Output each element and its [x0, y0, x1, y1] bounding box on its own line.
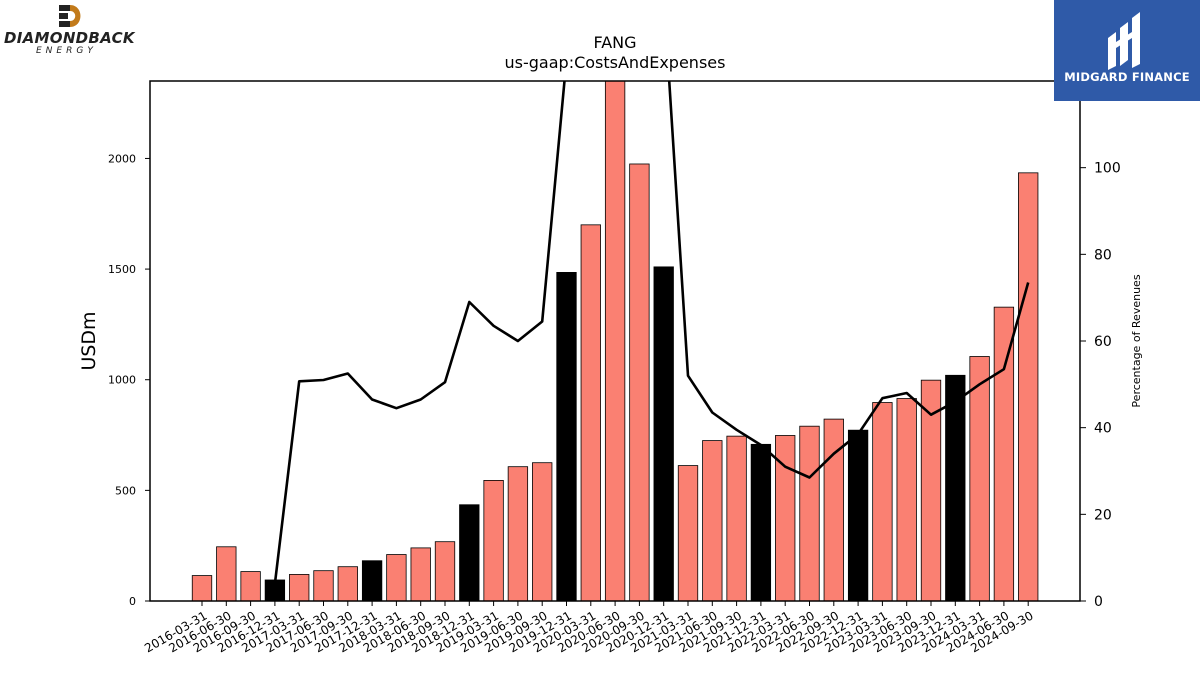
bar-2024-06-30 — [993, 306, 1015, 601]
bar-2022-09-30 — [823, 418, 844, 601]
bar-2018-06-30 — [410, 547, 431, 601]
bar-2019-06-30 — [507, 466, 529, 601]
bar-2023-09-30 — [920, 379, 942, 601]
y-tick-label-2000: 2000 — [108, 152, 136, 165]
percentage-of-revenues-line — [273, 81, 1030, 584]
bar-2019-12-31 — [556, 272, 577, 601]
bar-2024-09-30 — [1018, 172, 1039, 601]
bar-2021-03-31 — [677, 465, 699, 601]
bar-2020-12-31 — [653, 266, 674, 601]
y2-axis-label: Percentage of Revenues — [1130, 274, 1143, 407]
y-tick-label-0: 0 — [129, 595, 136, 608]
bar-2016-09-30 — [240, 571, 261, 601]
bar-2020-09-30 — [629, 163, 650, 601]
bar-2021-06-30 — [702, 440, 723, 601]
bar-2017-06-30 — [313, 570, 334, 601]
bar-2018-09-30 — [434, 541, 456, 601]
bar-2016-03-31 — [191, 575, 213, 601]
bar-2019-03-31 — [483, 480, 504, 601]
midgard-logo: MIDGARD FINANCE — [1054, 0, 1200, 101]
y-axis-label: USDm — [78, 311, 100, 370]
bar-2023-06-30 — [896, 398, 917, 601]
y-tick-label-500: 500 — [115, 484, 136, 497]
bar-2017-03-31 — [289, 574, 310, 601]
y2-tick-label-40: 40 — [1094, 421, 1112, 437]
bar-2016-06-30 — [216, 546, 237, 601]
y-tick-label-1500: 1500 — [108, 263, 136, 276]
diamondback-logo: DIAMONDBACK ENERGY — [4, 4, 144, 60]
diamondback-wordmark: DIAMONDBACK — [4, 29, 135, 47]
y2-tick-label-60: 60 — [1094, 334, 1112, 350]
bar-2023-03-31 — [872, 402, 893, 601]
bar-2018-03-31 — [386, 554, 407, 601]
y2-tick-label-100: 100 — [1094, 161, 1121, 177]
bar-2020-03-31 — [580, 224, 601, 601]
midgard-mark-icon — [1108, 12, 1140, 70]
bar-2018-12-31 — [459, 504, 480, 601]
bar-2024-03-31 — [969, 356, 990, 601]
chart-title: FANG — [593, 33, 636, 52]
bar-2019-09-30 — [532, 462, 553, 601]
bar-2020-06-30 — [604, 81, 626, 601]
bar-2021-12-31 — [750, 443, 772, 601]
bar-2021-09-30 — [726, 435, 747, 601]
bar-2022-03-31 — [775, 435, 796, 601]
y-tick-label-1000: 1000 — [108, 374, 136, 387]
diamondback-subword: ENERGY — [36, 46, 97, 56]
diamondback-mark-icon — [59, 5, 81, 27]
chart-subtitle: us-gaap:CostsAndExpenses — [505, 53, 726, 72]
midgard-wordmark: MIDGARD FINANCE — [1064, 70, 1190, 84]
bar-2017-12-31 — [361, 560, 383, 601]
y2-tick-label-0: 0 — [1094, 594, 1103, 610]
y2-tick-label-80: 80 — [1094, 247, 1112, 263]
bar-2017-09-30 — [337, 566, 358, 601]
bar-2023-12-31 — [945, 374, 966, 601]
y2-tick-label-20: 20 — [1094, 507, 1112, 523]
bar-2022-12-31 — [847, 429, 869, 601]
bar-2022-06-30 — [799, 425, 820, 601]
